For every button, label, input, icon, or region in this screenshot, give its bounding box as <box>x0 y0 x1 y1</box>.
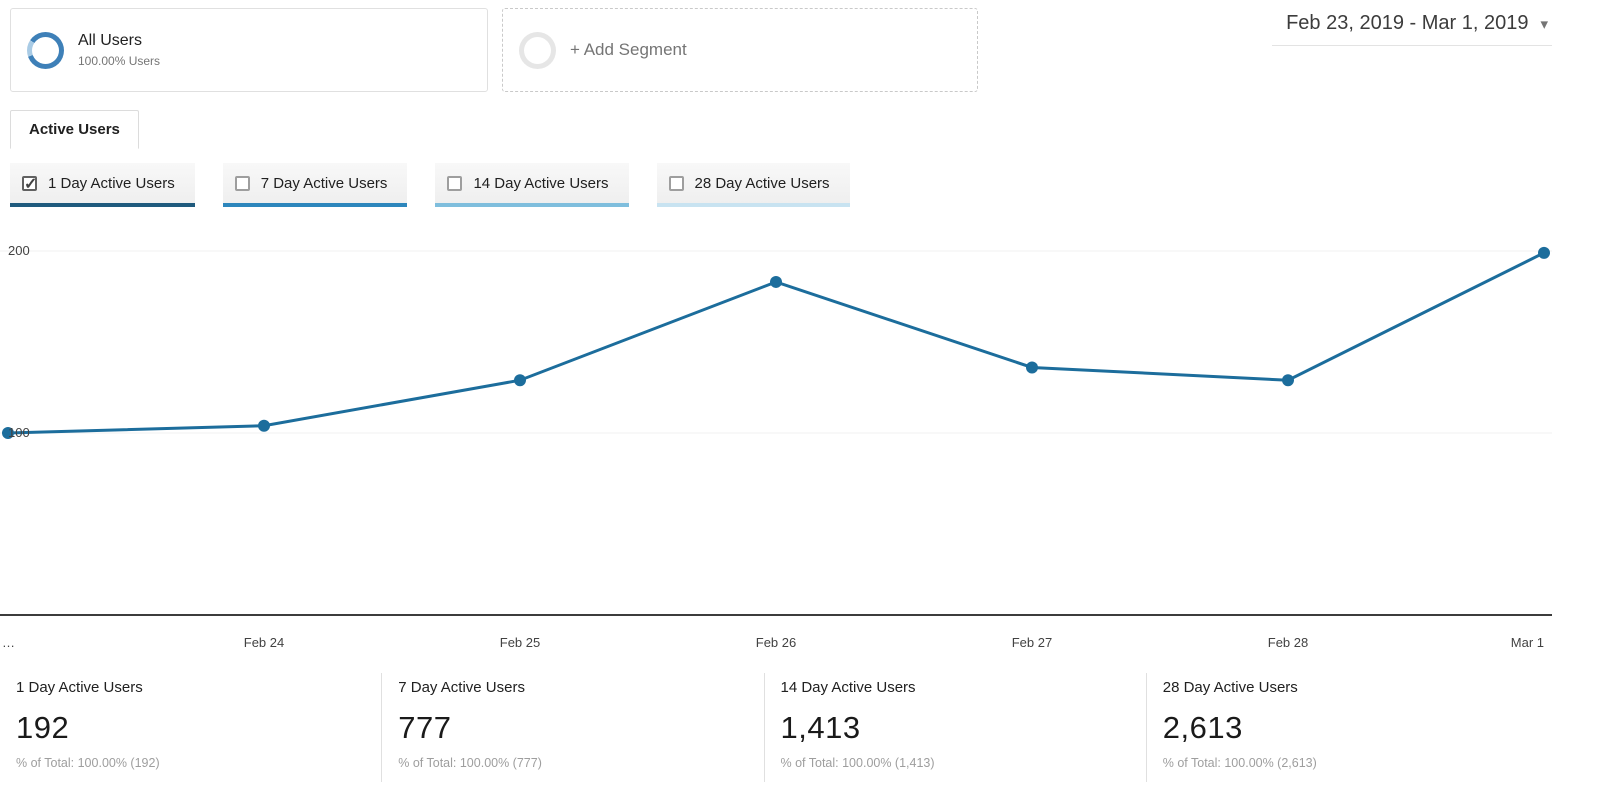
metric-toggle-bar: 1 Day Active Users 7 Day Active Users 14… <box>10 163 1600 207</box>
toggle-14-day-active-users[interactable]: 14 Day Active Users <box>435 163 629 207</box>
checkbox[interactable] <box>447 175 463 191</box>
chart-canvas[interactable] <box>0 237 1552 629</box>
y-axis-tick-label: 200 <box>8 243 30 258</box>
x-axis-tick-label: Feb 25 <box>499 635 541 650</box>
x-axis-tick-label: Feb 24 <box>243 635 285 650</box>
data-point[interactable] <box>1538 246 1550 259</box>
caret-down-icon: ▾ <box>1540 15 1548 33</box>
x-axis-tick-label: Feb 28 <box>1267 635 1309 650</box>
active-users-line-chart[interactable]: 100 200 <box>0 237 1552 629</box>
add-segment-label: + Add Segment <box>570 40 687 59</box>
data-point[interactable] <box>2 427 14 439</box>
tab-bar: Active Users <box>0 110 1600 149</box>
summary-label: 7 Day Active Users <box>398 679 525 696</box>
data-point[interactable] <box>258 419 270 432</box>
summary-value: 777 <box>398 710 452 745</box>
segment-title: All Users <box>78 32 143 49</box>
add-segment-circle-icon <box>519 31 556 69</box>
all-users-donut-icon <box>27 31 64 69</box>
summary-label: 28 Day Active Users <box>1162 679 1298 696</box>
toggle-1-day-active-users[interactable]: 1 Day Active Users <box>10 163 195 207</box>
summary-pct: % of Total: 100.00% (192) <box>16 756 160 770</box>
summary-card-7-day: 7 Day Active Users 777 % of Total: 100.0… <box>381 673 763 782</box>
summary-label: 1 Day Active Users <box>16 679 143 696</box>
data-point[interactable] <box>1026 361 1038 374</box>
toggle-label: 1 Day Active Users <box>48 174 175 192</box>
x-axis-labels: … Feb 24 Feb 25 Feb 26 Feb 27 Feb 28 Mar 1 <box>0 631 1552 657</box>
summary-bar: 1 Day Active Users 192 % of Total: 100.0… <box>0 673 1528 782</box>
checkbox[interactable] <box>22 174 37 194</box>
segments-bar: All Users 100.00% Users + Add Segment <box>10 8 1600 92</box>
add-segment-button[interactable]: + Add Segment <box>502 8 978 92</box>
segment-all-users[interactable]: All Users 100.00% Users <box>10 8 488 92</box>
date-range-selector[interactable]: Feb 23, 2019 - Mar 1, 2019 ▾ <box>1272 10 1552 46</box>
summary-card-28-day: 28 Day Active Users 2,613 % of Total: 10… <box>1145 673 1528 782</box>
y-axis-tick-label: 100 <box>8 425 30 440</box>
toggle-label: 28 Day Active Users <box>694 174 830 192</box>
header: All Users 100.00% Users + Add Segment Fe… <box>0 0 1600 92</box>
x-axis-tick-label: Mar 1 <box>1510 635 1544 650</box>
summary-value: 192 <box>16 710 70 745</box>
summary-value: 2,613 <box>1162 710 1243 745</box>
checkbox[interactable] <box>668 175 684 191</box>
checkbox[interactable] <box>234 175 250 191</box>
toggle-label: 7 Day Active Users <box>260 174 388 192</box>
data-point[interactable] <box>514 374 526 387</box>
data-point[interactable] <box>1282 374 1294 387</box>
summary-card-14-day: 14 Day Active Users 1,413 % of Total: 10… <box>763 673 1146 782</box>
toggle-label: 14 Day Active Users <box>473 174 609 192</box>
summary-label: 14 Day Active Users <box>780 679 916 696</box>
data-point[interactable] <box>770 275 782 288</box>
summary-pct: % of Total: 100.00% (777) <box>398 756 542 770</box>
tab-active-users[interactable]: Active Users <box>10 110 139 149</box>
summary-pct: % of Total: 100.00% (1,413) <box>780 756 935 770</box>
x-axis-tick-label: … <box>2 635 15 650</box>
date-range-label: Feb 23, 2019 - Mar 1, 2019 <box>1286 12 1529 34</box>
summary-value: 1,413 <box>780 710 861 745</box>
x-axis-tick-label: Feb 26 <box>755 635 797 650</box>
toggle-7-day-active-users[interactable]: 7 Day Active Users <box>222 163 408 207</box>
summary-pct: % of Total: 100.00% (2,613) <box>1162 756 1317 770</box>
toggle-28-day-active-users[interactable]: 28 Day Active Users <box>656 163 850 207</box>
summary-card-1-day: 1 Day Active Users 192 % of Total: 100.0… <box>0 673 381 782</box>
segment-subtitle: 100.00% Users <box>78 54 161 68</box>
x-axis-tick-label: Feb 27 <box>1011 635 1053 650</box>
